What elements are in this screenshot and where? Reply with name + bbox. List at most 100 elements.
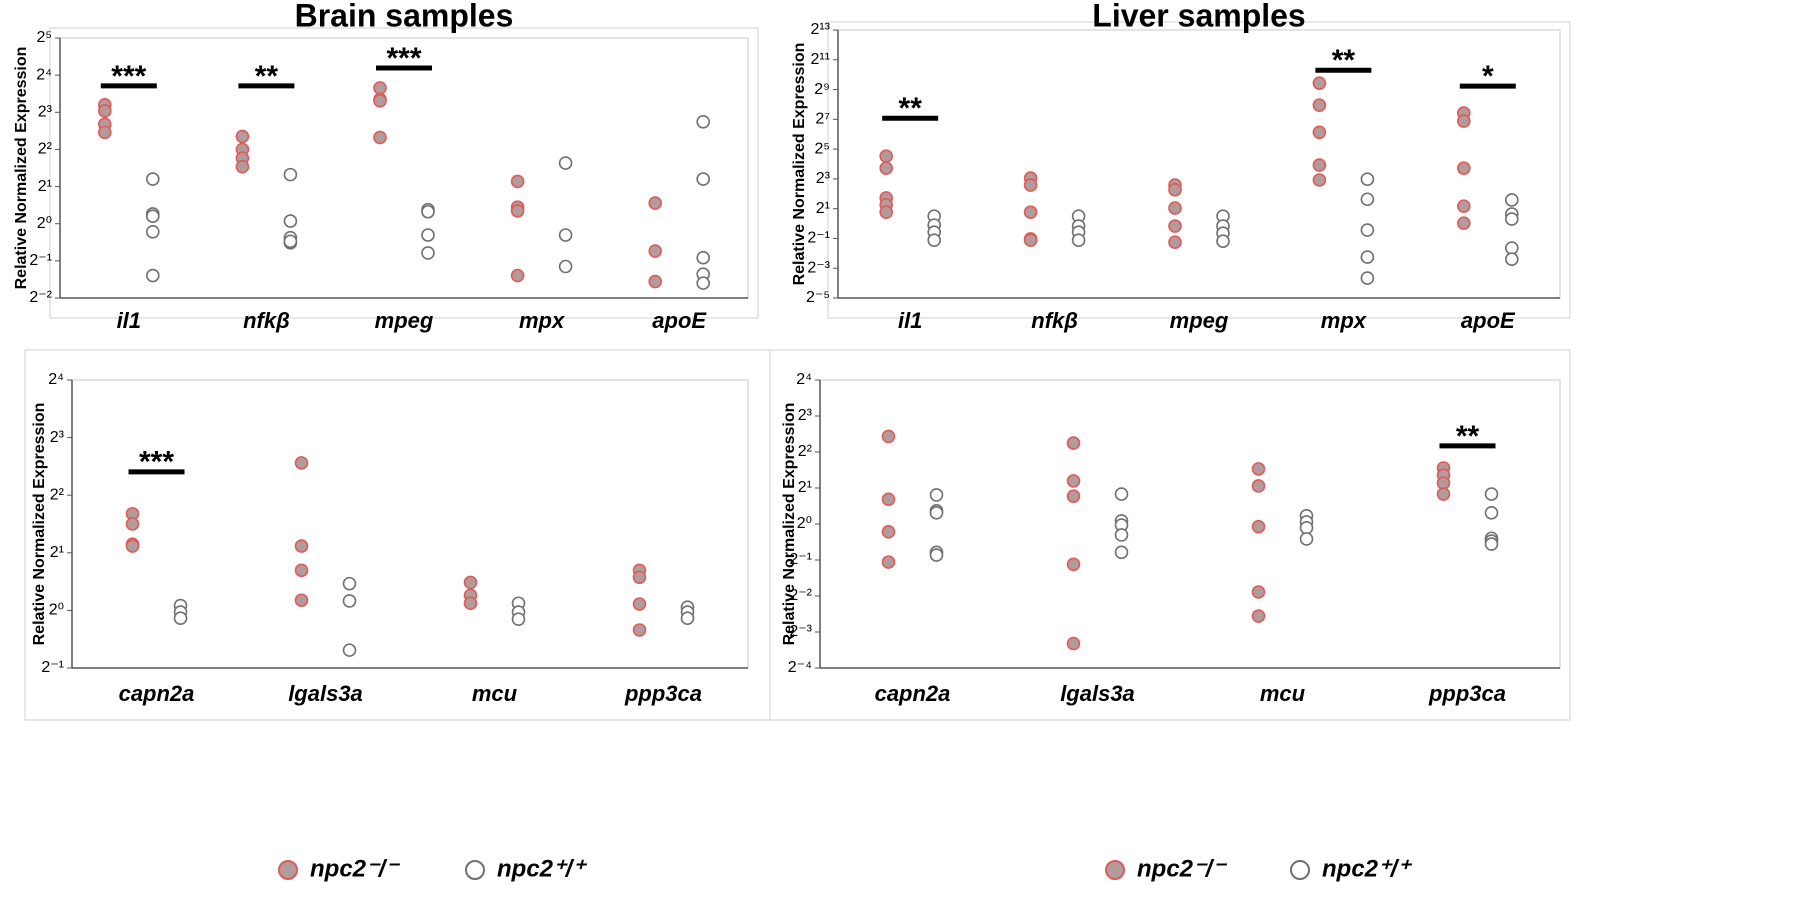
y-tick-label: 2⁴	[48, 371, 64, 388]
data-point	[294, 563, 309, 578]
significance-label: ***	[111, 60, 146, 93]
data-point	[373, 81, 387, 95]
significance-label: **	[1332, 44, 1356, 77]
data-point	[1251, 519, 1266, 534]
data-point	[558, 228, 573, 242]
data-point	[632, 623, 647, 637]
data-point	[632, 570, 647, 585]
legend-label: npc2⁻/⁻	[1137, 855, 1227, 882]
data-point	[1360, 250, 1375, 264]
y-tick-label: 2⁵	[36, 29, 52, 46]
data-point	[1066, 557, 1081, 572]
data-point	[1312, 158, 1327, 172]
data-point	[342, 643, 357, 657]
data-point	[1066, 474, 1081, 488]
significance-label: *	[1482, 60, 1494, 93]
y-tick-label: 2²	[38, 141, 53, 158]
data-point	[1360, 172, 1375, 186]
data-point	[1312, 125, 1327, 140]
y-tick-label: 2⁰	[797, 515, 812, 532]
data-point	[879, 205, 894, 219]
legend-marker	[465, 860, 485, 880]
data-point	[146, 268, 160, 283]
data-point	[294, 456, 309, 470]
y-tick-label: 2⁴	[36, 66, 52, 83]
y-tick-label: 2⁻¹	[807, 230, 830, 247]
data-point	[1251, 479, 1266, 493]
y-axis-label: Relative Normalized Expression	[781, 403, 798, 646]
data-point	[146, 209, 160, 224]
x-tick-label: il1	[898, 308, 922, 333]
data-point	[146, 172, 160, 186]
data-point	[1299, 532, 1314, 546]
data-point	[881, 525, 896, 539]
y-tick-label: 2⁹	[814, 81, 830, 98]
data-point	[283, 214, 298, 228]
significance-label: ***	[139, 446, 174, 479]
data-point	[1023, 233, 1038, 248]
significance-label: **	[1456, 420, 1480, 453]
data-point	[1312, 76, 1327, 90]
data-point	[1457, 161, 1471, 175]
data-point	[1251, 609, 1266, 623]
x-tick-label: apoE	[1461, 308, 1516, 333]
data-point	[510, 268, 525, 283]
data-point	[1484, 537, 1499, 551]
data-point	[929, 506, 944, 520]
data-point	[1066, 636, 1081, 651]
data-point	[1457, 199, 1471, 213]
y-tick-label: 2¹	[816, 200, 830, 217]
data-point	[1114, 545, 1129, 560]
data-point	[1023, 205, 1038, 219]
data-point	[373, 130, 387, 145]
y-tick-label: 2⁻³	[807, 259, 830, 276]
x-tick-label: nfkβ	[243, 308, 290, 333]
data-point	[421, 204, 435, 219]
y-tick-label: 2⁻²	[789, 587, 812, 604]
data-point	[1360, 271, 1375, 285]
x-tick-label: capn2a	[875, 681, 951, 706]
chart-title: Liver samples	[1092, 0, 1305, 33]
data-point	[929, 548, 944, 562]
data-point	[235, 159, 250, 174]
data-point	[558, 259, 573, 274]
data-point	[696, 276, 711, 290]
x-tick-label: mpx	[519, 308, 565, 333]
data-point	[1505, 212, 1519, 226]
plot-area	[59, 37, 749, 299]
x-tick-label: ppp3ca	[624, 681, 702, 706]
data-point	[696, 172, 711, 186]
legend-label: npc2⁺/⁺	[1322, 855, 1412, 882]
data-point	[680, 611, 695, 626]
y-tick-label: 2⁴	[796, 371, 812, 388]
data-point	[463, 596, 478, 611]
significance-label: **	[255, 60, 279, 93]
legend-marker	[1290, 860, 1310, 880]
legend-marker	[1105, 860, 1125, 880]
x-tick-label: lgals3a	[288, 681, 363, 706]
plot-area	[819, 379, 1561, 669]
data-point	[125, 539, 140, 553]
y-tick-label: 2⁰	[37, 215, 52, 232]
x-tick-label: nfkβ	[1031, 308, 1078, 333]
y-axis-label: Relative Normalized Expression	[31, 403, 48, 646]
data-point	[510, 174, 525, 189]
data-point	[879, 161, 894, 175]
y-tick-label: 2³	[816, 170, 831, 187]
y-axis-label: Relative Normalized Expression	[13, 47, 30, 290]
y-tick-label: 2⁻³	[789, 623, 812, 640]
y-tick-label: 2⁻¹	[789, 551, 812, 568]
data-point	[146, 224, 160, 239]
data-point	[881, 492, 896, 507]
data-point	[421, 228, 435, 242]
data-point	[648, 196, 663, 210]
y-tick-label: 2¹¹	[810, 51, 830, 68]
x-tick-label: apoE	[652, 308, 707, 333]
data-point	[881, 429, 896, 444]
panel-frame	[24, 349, 771, 721]
data-point	[1484, 487, 1499, 501]
data-point	[1484, 506, 1499, 520]
data-point	[235, 129, 250, 144]
legend-label: npc2⁺/⁺	[497, 855, 587, 882]
